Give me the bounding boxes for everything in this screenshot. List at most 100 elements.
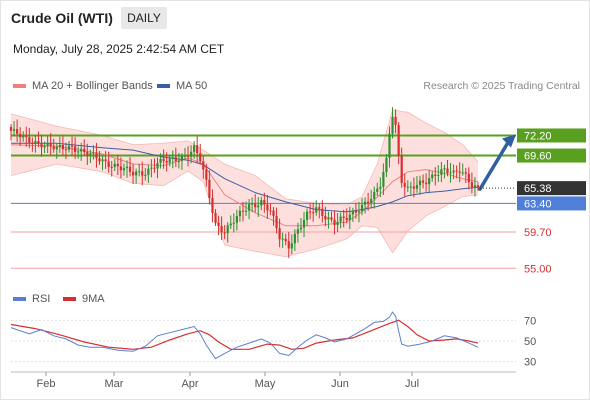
candle-body [257,205,260,208]
candle-body [119,166,122,171]
candle [464,167,467,183]
candle [370,189,373,209]
candle-body [141,171,144,176]
level-label-59.70: 59.70 [524,227,552,239]
candle-body [113,163,116,167]
candle-body [275,216,278,229]
candle-body [409,186,412,188]
candle-body [193,145,196,152]
level-badge-65.38 [517,181,586,196]
candle-body [104,159,107,162]
candle [43,141,46,154]
candle [278,218,281,248]
candle-body [260,200,263,206]
candle-body [287,241,290,249]
candle-body [70,145,74,147]
legend-rsi-label: RSI [32,293,51,305]
candle [101,155,104,171]
candle [275,207,278,234]
candle-body [241,210,245,212]
candle-body [58,145,61,147]
candle-body [281,238,284,240]
candle-body [247,204,251,211]
candle [162,149,165,169]
candle [260,196,263,211]
candle [107,151,110,173]
candle [293,229,296,252]
candle [238,206,242,222]
bollinger-upper-line [10,109,479,206]
candle [180,153,184,170]
candle-body [382,171,385,187]
candle [354,202,358,219]
candle-body [367,201,370,204]
candle [116,154,119,176]
rsi-line [10,311,479,360]
candle [437,165,440,183]
candle [70,136,74,156]
candle [128,157,132,177]
candle [141,161,144,186]
candle-body [52,146,55,150]
bollinger-lower-line [10,163,479,258]
candle [12,121,16,136]
candle [476,182,480,191]
candle-body [339,216,342,222]
x-tick-label: Apr [181,378,198,390]
candle-body [299,227,303,230]
candle-body [86,152,89,156]
candle-body [217,222,220,227]
candle [156,157,159,179]
candle-body [202,161,205,170]
candle-body [254,203,257,208]
credit-text: Research © 2025 Trading Central [423,80,580,92]
candle [55,143,58,159]
candle [131,163,135,184]
candle [251,197,254,213]
candle-body [278,228,281,240]
candle-body [293,233,296,244]
candle-body [214,212,217,223]
candle [382,163,385,195]
candle-body [235,216,238,223]
candle [235,209,238,231]
candle-body [360,204,364,212]
candle [208,170,211,205]
period-selector[interactable]: DAILY [121,7,167,29]
ma20-swatch [13,84,26,88]
candle-body [25,135,28,138]
candle [52,138,55,153]
candle [25,126,28,147]
candle-body [125,166,129,169]
candle [214,209,217,226]
x-tick-label: May [255,378,276,390]
candle-body [464,172,467,174]
candle [159,153,162,169]
candle [284,233,287,246]
candle [125,160,129,178]
candle [373,186,376,209]
candle [431,171,434,182]
candle [473,177,477,197]
candle-body [22,135,25,138]
candle-body [379,186,382,189]
candle [229,215,232,230]
candle-body [196,145,199,154]
candle [217,215,220,236]
candle-body [165,161,168,163]
candle [49,133,52,156]
candle-body [171,157,174,159]
candle [211,189,214,223]
candle-body [223,232,226,234]
candle [272,206,275,226]
candle [357,201,361,223]
candle-body [290,243,293,249]
candle [22,131,25,142]
candle [302,211,306,238]
candle-body [394,116,397,126]
chart-header: Crude Oil (WTI) DAILY [0,0,590,36]
candle [153,158,156,173]
level-badge-63.40 [517,196,586,211]
legend-ma20-bb: MA 20 + Bollinger Bands [13,80,153,92]
candle-body [177,160,180,162]
